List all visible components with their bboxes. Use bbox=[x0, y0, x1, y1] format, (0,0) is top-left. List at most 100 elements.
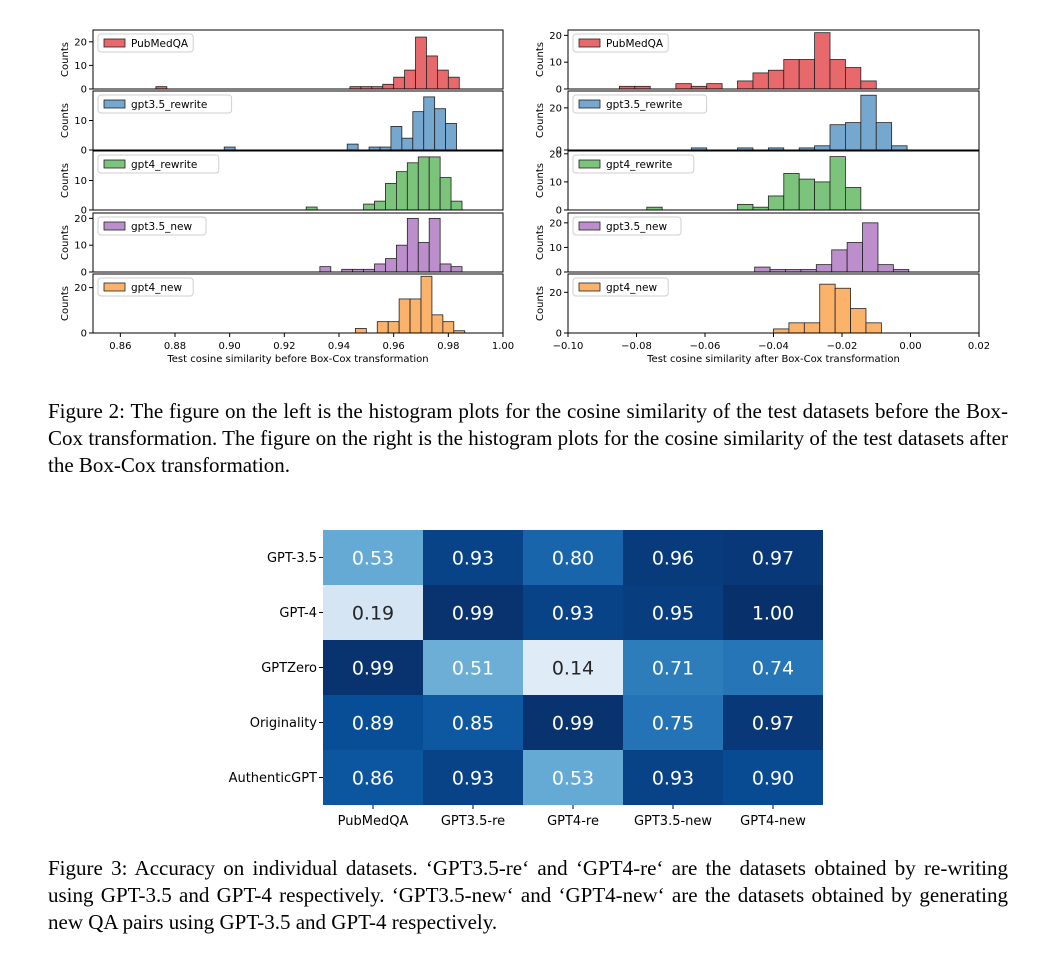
histogram-bar bbox=[385, 258, 397, 273]
histogram-bar bbox=[831, 249, 848, 273]
legend-label: gpt3.5_rewrite bbox=[131, 99, 207, 111]
legend-box bbox=[97, 216, 207, 236]
histogram-bar bbox=[767, 69, 785, 90]
panel-frame bbox=[92, 273, 504, 334]
heatmap-cell bbox=[523, 530, 623, 585]
heatmap-value: 0.93 bbox=[652, 768, 694, 790]
heatmap-cell bbox=[723, 530, 823, 585]
histogram-bar bbox=[814, 32, 831, 90]
y-tick-label: 0 bbox=[556, 329, 562, 340]
histogram-bar bbox=[319, 266, 332, 273]
histogram-bar bbox=[387, 321, 400, 334]
row-label: Originality bbox=[250, 716, 318, 731]
y-tick-label: 10 bbox=[74, 176, 87, 187]
heatmap-cell bbox=[423, 530, 523, 585]
heatmap-value: 0.53 bbox=[352, 548, 394, 570]
histogram-bar bbox=[754, 266, 771, 273]
x-tick-label: 0.86 bbox=[109, 341, 131, 352]
histogram-bar bbox=[417, 242, 430, 273]
legend-box bbox=[97, 154, 220, 174]
panel-frame bbox=[567, 90, 980, 151]
x-tick-label: −0.02 bbox=[827, 341, 858, 352]
x-tick-label: −0.04 bbox=[758, 341, 789, 352]
histogram-bar bbox=[406, 162, 419, 211]
histogram-bar bbox=[428, 217, 441, 273]
histogram-bar bbox=[431, 314, 444, 334]
x-tick-label: 0.90 bbox=[219, 341, 241, 352]
heatmap-cell bbox=[323, 530, 423, 585]
histogram-bar bbox=[819, 283, 836, 334]
heatmap-value: 0.93 bbox=[452, 768, 494, 790]
figure-2-label: Figure 2: bbox=[48, 399, 126, 423]
figure-3-caption: Figure 3: Accuracy on individual dataset… bbox=[48, 855, 1008, 936]
heatmap-cell bbox=[623, 695, 723, 750]
y-axis-label: Counts bbox=[535, 225, 546, 260]
histogram-bar bbox=[406, 217, 419, 273]
histogram-bar bbox=[860, 94, 877, 151]
y-tick-label: 20 bbox=[549, 149, 562, 160]
column-label: PubMedQA bbox=[338, 814, 409, 829]
histogram-bar bbox=[417, 156, 430, 211]
histogram-bar bbox=[439, 177, 452, 211]
legend-swatch bbox=[103, 221, 126, 231]
legend-box bbox=[572, 216, 682, 236]
legend-label: gpt4_new bbox=[606, 282, 657, 294]
x-tick-label: −0.06 bbox=[690, 341, 721, 352]
row-label: GPTZero bbox=[261, 661, 317, 676]
y-axis-label: Counts bbox=[60, 286, 71, 321]
heatmap-cell bbox=[323, 585, 423, 640]
legend-swatch bbox=[103, 38, 126, 48]
y-tick-label: 0 bbox=[81, 206, 87, 217]
heatmap-cell bbox=[523, 585, 623, 640]
row-label: AuthenticGPT bbox=[229, 771, 317, 786]
histogram-bar bbox=[829, 59, 846, 90]
histogram-bar bbox=[891, 145, 908, 151]
histogram-bar bbox=[788, 322, 805, 334]
histogram-bar bbox=[412, 111, 425, 151]
heatmap-value: 0.51 bbox=[452, 658, 494, 680]
y-tick-label: 0 bbox=[81, 85, 87, 96]
histogram-bar bbox=[752, 72, 769, 90]
legend-box bbox=[572, 154, 695, 174]
column-label: GPT3.5-new bbox=[634, 814, 712, 829]
heatmap-cell bbox=[323, 640, 423, 695]
histogram-bar bbox=[426, 55, 438, 90]
heatmap-value: 0.85 bbox=[452, 713, 494, 735]
histogram-bar bbox=[442, 321, 455, 334]
x-tick-label: 0.02 bbox=[968, 341, 990, 352]
y-axis-label: Counts bbox=[535, 286, 546, 321]
y-tick-label: 10 bbox=[74, 116, 87, 127]
heatmap-cell bbox=[723, 585, 823, 640]
heatmap-cell bbox=[323, 695, 423, 750]
heatmap-cell bbox=[423, 695, 523, 750]
heatmap-cell bbox=[623, 585, 723, 640]
heatmap-cell bbox=[623, 750, 723, 805]
histogram-bar bbox=[845, 67, 862, 90]
histogram-bar bbox=[783, 59, 800, 90]
heatmap-value: 0.86 bbox=[352, 768, 394, 790]
y-tick-label: 0 bbox=[556, 268, 562, 279]
legend-swatch bbox=[103, 159, 126, 169]
y-tick-label: 0 bbox=[81, 268, 87, 279]
heatmap-cell bbox=[723, 640, 823, 695]
histogram-bar bbox=[393, 76, 406, 90]
histogram-bar bbox=[346, 143, 359, 151]
x-axis-label: Test cosine similarity before Box-Cox tr… bbox=[166, 354, 428, 365]
heatmap-value: 0.89 bbox=[352, 713, 394, 735]
legend-label: PubMedQA bbox=[131, 38, 189, 50]
x-tick-label: −0.10 bbox=[553, 341, 584, 352]
legend-box bbox=[97, 33, 194, 53]
histogram-bar bbox=[436, 69, 449, 90]
y-axis-label: Counts bbox=[535, 163, 546, 198]
y-tick-label: 20 bbox=[549, 218, 562, 229]
histogram-bar bbox=[875, 122, 893, 151]
histogram-bar bbox=[354, 328, 367, 334]
y-tick-label: 10 bbox=[549, 177, 562, 188]
figure-2-caption: Figure 2: The figure on the left is the … bbox=[48, 398, 1008, 479]
histogram-bar bbox=[363, 203, 375, 211]
y-axis-label: Counts bbox=[60, 103, 71, 138]
